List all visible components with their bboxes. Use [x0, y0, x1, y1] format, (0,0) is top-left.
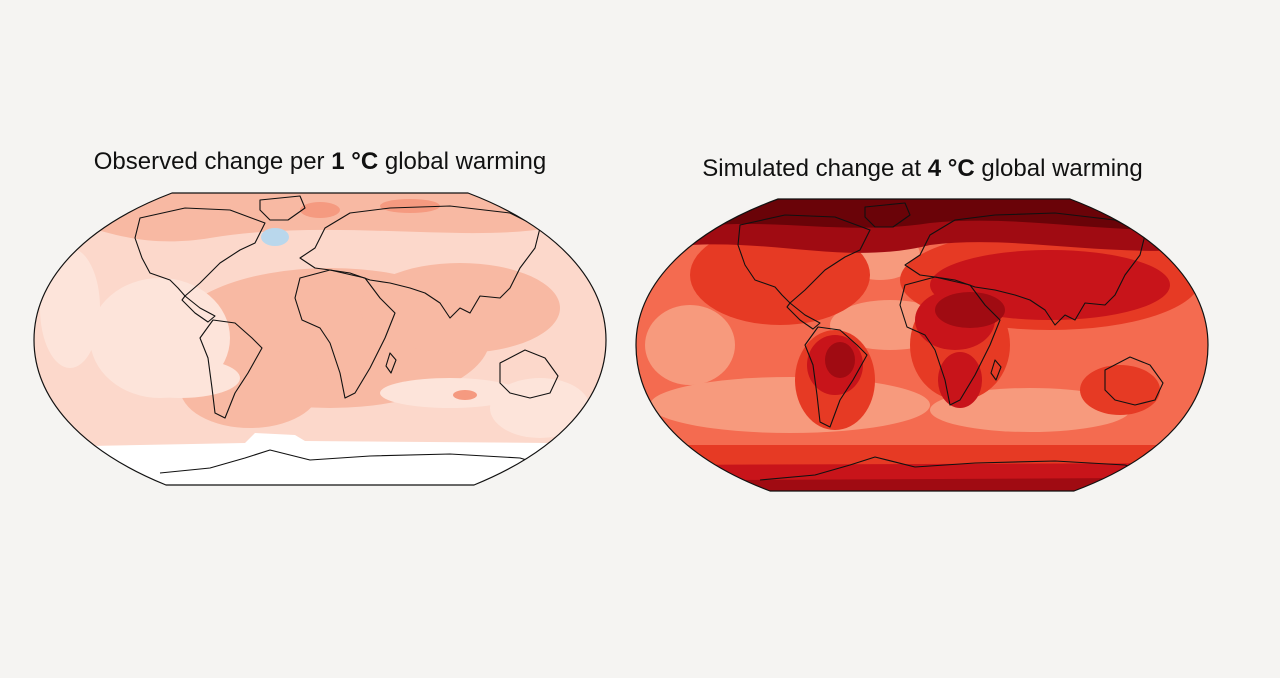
simulated-warming-map: [635, 198, 1209, 492]
observed-change-panel: Observed change per 1 °C global warming: [30, 140, 610, 490]
observed-warming-map: [33, 192, 607, 486]
observed-map-title: Observed change per 1 °C global warming: [93, 148, 547, 175]
simulated-change-panel: Simulated change at 4 °C global warming: [630, 145, 1215, 495]
simulated-map-title: Simulated change at 4 °C global warming: [702, 155, 1143, 182]
coastlines: [737, 202, 1176, 481]
coastlines: [134, 195, 571, 474]
